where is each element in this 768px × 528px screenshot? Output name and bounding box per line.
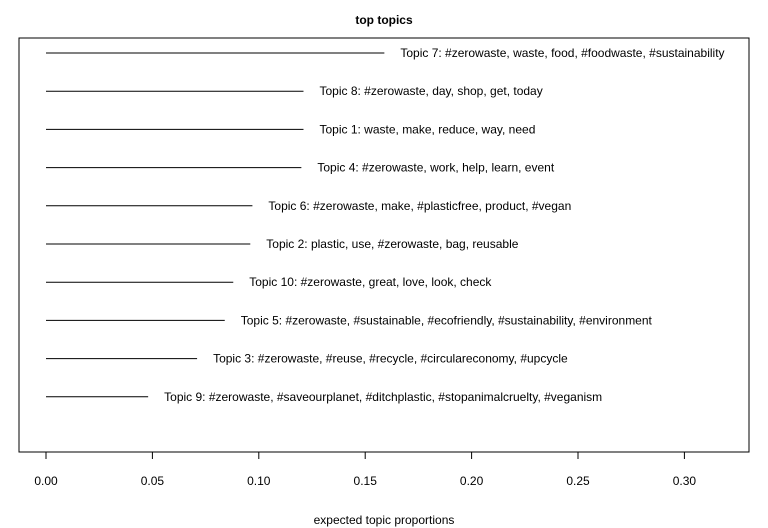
x-tick-label: 0.15 <box>354 474 378 488</box>
x-tick-label: 0.25 <box>566 474 590 488</box>
topic-label: Topic 7: #zerowaste, waste, food, #foodw… <box>400 46 724 60</box>
x-tick-label: 0.20 <box>460 474 484 488</box>
topic-label: Topic 2: plastic, use, #zerowaste, bag, … <box>266 237 518 251</box>
topic-label: Topic 9: #zerowaste, #saveourplanet, #di… <box>164 390 602 404</box>
x-tick-label: 0.10 <box>247 474 271 488</box>
x-tick-label: 0.30 <box>673 474 697 488</box>
x-axis: 0.00 0.05 0.10 0.15 0.20 0.25 0.30 <box>34 451 697 488</box>
x-tick-label: 0.05 <box>141 474 165 488</box>
topic-lines <box>46 52 385 398</box>
x-tick-label: 0.00 <box>34 474 58 488</box>
chart-title: top topics <box>355 13 413 27</box>
topic-label: Topic 5: #zerowaste, #sustainable, #ecof… <box>241 313 653 327</box>
topic-label: Topic 3: #zerowaste, #reuse, #recycle, #… <box>213 352 568 366</box>
topic-label: Topic 8: #zerowaste, day, shop, get, tod… <box>319 84 542 98</box>
topic-label: Topic 1: waste, make, reduce, way, need <box>319 122 535 136</box>
topic-label: Topic 6: #zerowaste, make, #plasticfree,… <box>268 199 571 213</box>
x-axis-title: expected topic proportions <box>314 513 455 527</box>
topic-labels: Topic 7: #zerowaste, waste, food, #foodw… <box>164 46 724 404</box>
topic-label: Topic 10: #zerowaste, great, love, look,… <box>249 275 492 289</box>
topic-label: Topic 4: #zerowaste, work, help, learn, … <box>317 161 554 175</box>
